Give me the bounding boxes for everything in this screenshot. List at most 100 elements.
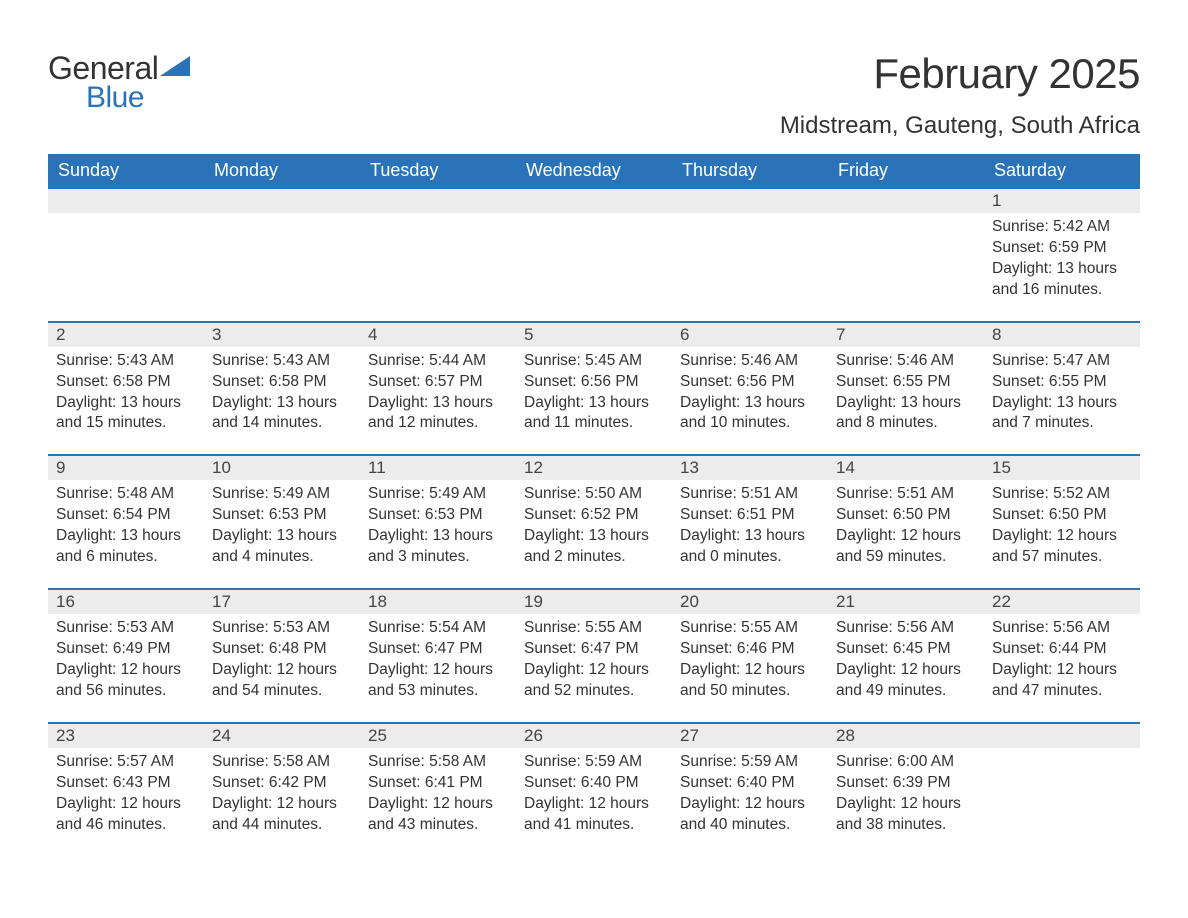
day-number-cell: 14 (828, 455, 984, 480)
day-content-cell: Sunrise: 5:49 AMSunset: 6:53 PMDaylight:… (204, 480, 360, 589)
day-content-cell: Sunrise: 5:45 AMSunset: 6:56 PMDaylight:… (516, 347, 672, 456)
sunrise-line: Sunrise: 5:46 AM (680, 351, 820, 372)
sunset-line: Sunset: 6:55 PM (836, 372, 976, 393)
daylight-line-1: Daylight: 12 hours (56, 794, 196, 815)
day-number-cell (360, 188, 516, 213)
day-number-cell: 13 (672, 455, 828, 480)
sunset-line: Sunset: 6:41 PM (368, 773, 508, 794)
day-content-cell: Sunrise: 5:44 AMSunset: 6:57 PMDaylight:… (360, 347, 516, 456)
day-content-cell: Sunrise: 5:49 AMSunset: 6:53 PMDaylight:… (360, 480, 516, 589)
day-content-cell: Sunrise: 5:59 AMSunset: 6:40 PMDaylight:… (672, 748, 828, 856)
sunset-line: Sunset: 6:43 PM (56, 773, 196, 794)
location: Midstream, Gauteng, South Africa (780, 112, 1140, 140)
daylight-line-2: and 15 minutes. (56, 413, 196, 434)
month-title: February 2025 (780, 50, 1140, 98)
day-number-cell (204, 188, 360, 213)
daylight-line-2: and 4 minutes. (212, 547, 352, 568)
sunrise-line: Sunrise: 5:59 AM (680, 752, 820, 773)
day-number-cell: 10 (204, 455, 360, 480)
daylight-line-1: Daylight: 12 hours (836, 526, 976, 547)
day-number-cell: 18 (360, 589, 516, 614)
sunrise-line: Sunrise: 5:58 AM (212, 752, 352, 773)
content-row: Sunrise: 5:42 AMSunset: 6:59 PMDaylight:… (48, 213, 1140, 322)
sunset-line: Sunset: 6:57 PM (368, 372, 508, 393)
day-content-cell: Sunrise: 5:48 AMSunset: 6:54 PMDaylight:… (48, 480, 204, 589)
day-number-cell: 21 (828, 589, 984, 614)
sunrise-line: Sunrise: 5:58 AM (368, 752, 508, 773)
sunset-line: Sunset: 6:40 PM (680, 773, 820, 794)
day-number-cell (828, 188, 984, 213)
day-content-cell (984, 748, 1140, 856)
day-content-cell: Sunrise: 5:51 AMSunset: 6:51 PMDaylight:… (672, 480, 828, 589)
day-content-cell: Sunrise: 5:43 AMSunset: 6:58 PMDaylight:… (204, 347, 360, 456)
day-number-cell: 15 (984, 455, 1140, 480)
day-number-cell: 3 (204, 322, 360, 347)
daylight-line-2: and 14 minutes. (212, 413, 352, 434)
daylight-line-1: Daylight: 12 hours (836, 660, 976, 681)
daylight-line-2: and 46 minutes. (56, 815, 196, 836)
day-content-cell: Sunrise: 5:58 AMSunset: 6:41 PMDaylight:… (360, 748, 516, 856)
sunset-line: Sunset: 6:47 PM (524, 639, 664, 660)
day-content-cell: Sunrise: 6:00 AMSunset: 6:39 PMDaylight:… (828, 748, 984, 856)
content-row: Sunrise: 5:57 AMSunset: 6:43 PMDaylight:… (48, 748, 1140, 856)
sunset-line: Sunset: 6:58 PM (212, 372, 352, 393)
sunrise-line: Sunrise: 5:56 AM (836, 618, 976, 639)
sunrise-line: Sunrise: 5:49 AM (212, 484, 352, 505)
title-block: February 2025 Midstream, Gauteng, South … (780, 50, 1140, 150)
logo: General Blue (48, 50, 190, 115)
sunset-line: Sunset: 6:39 PM (836, 773, 976, 794)
sunrise-line: Sunrise: 5:54 AM (368, 618, 508, 639)
daylight-line-1: Daylight: 12 hours (56, 660, 196, 681)
logo-triangle-icon (160, 56, 190, 83)
daylight-line-2: and 57 minutes. (992, 547, 1132, 568)
day-number-cell: 4 (360, 322, 516, 347)
sunset-line: Sunset: 6:59 PM (992, 238, 1132, 259)
content-row: Sunrise: 5:53 AMSunset: 6:49 PMDaylight:… (48, 614, 1140, 723)
daylight-line-1: Daylight: 12 hours (836, 794, 976, 815)
day-content-cell: Sunrise: 5:56 AMSunset: 6:44 PMDaylight:… (984, 614, 1140, 723)
daylight-line-2: and 12 minutes. (368, 413, 508, 434)
sunset-line: Sunset: 6:49 PM (56, 639, 196, 660)
day-number-cell: 2 (48, 322, 204, 347)
day-number-cell: 12 (516, 455, 672, 480)
daylight-line-1: Daylight: 13 hours (992, 259, 1132, 280)
daylight-line-1: Daylight: 13 hours (524, 393, 664, 414)
sunrise-line: Sunrise: 5:59 AM (524, 752, 664, 773)
sunrise-line: Sunrise: 5:46 AM (836, 351, 976, 372)
daylight-line-2: and 50 minutes. (680, 681, 820, 702)
sunset-line: Sunset: 6:46 PM (680, 639, 820, 660)
day-number-cell (672, 188, 828, 213)
day-content-cell (828, 213, 984, 322)
sunset-line: Sunset: 6:54 PM (56, 505, 196, 526)
daylight-line-1: Daylight: 13 hours (680, 393, 820, 414)
day-number-cell: 27 (672, 723, 828, 748)
day-content-cell: Sunrise: 5:46 AMSunset: 6:56 PMDaylight:… (672, 347, 828, 456)
day-number-cell: 24 (204, 723, 360, 748)
sunset-line: Sunset: 6:50 PM (992, 505, 1132, 526)
day-content-cell: Sunrise: 5:43 AMSunset: 6:58 PMDaylight:… (48, 347, 204, 456)
weekday-header: Sunday (48, 154, 204, 188)
day-content-cell: Sunrise: 5:58 AMSunset: 6:42 PMDaylight:… (204, 748, 360, 856)
day-number-cell: 8 (984, 322, 1140, 347)
daylight-line-2: and 41 minutes. (524, 815, 664, 836)
sunrise-line: Sunrise: 5:53 AM (212, 618, 352, 639)
day-number-cell: 9 (48, 455, 204, 480)
weekday-header: Monday (204, 154, 360, 188)
day-content-cell: Sunrise: 5:47 AMSunset: 6:55 PMDaylight:… (984, 347, 1140, 456)
day-number-cell: 7 (828, 322, 984, 347)
daylight-line-2: and 43 minutes. (368, 815, 508, 836)
sunset-line: Sunset: 6:51 PM (680, 505, 820, 526)
daylight-line-2: and 11 minutes. (524, 413, 664, 434)
sunset-line: Sunset: 6:50 PM (836, 505, 976, 526)
sunrise-line: Sunrise: 5:55 AM (524, 618, 664, 639)
sunrise-line: Sunrise: 5:42 AM (992, 217, 1132, 238)
sunrise-line: Sunrise: 5:45 AM (524, 351, 664, 372)
daylight-line-2: and 52 minutes. (524, 681, 664, 702)
daylight-line-2: and 10 minutes. (680, 413, 820, 434)
day-content-cell: Sunrise: 5:51 AMSunset: 6:50 PMDaylight:… (828, 480, 984, 589)
daylight-line-1: Daylight: 13 hours (368, 526, 508, 547)
logo-text-block: General Blue (48, 50, 190, 115)
day-content-cell: Sunrise: 5:57 AMSunset: 6:43 PMDaylight:… (48, 748, 204, 856)
sunrise-line: Sunrise: 5:47 AM (992, 351, 1132, 372)
sunset-line: Sunset: 6:45 PM (836, 639, 976, 660)
